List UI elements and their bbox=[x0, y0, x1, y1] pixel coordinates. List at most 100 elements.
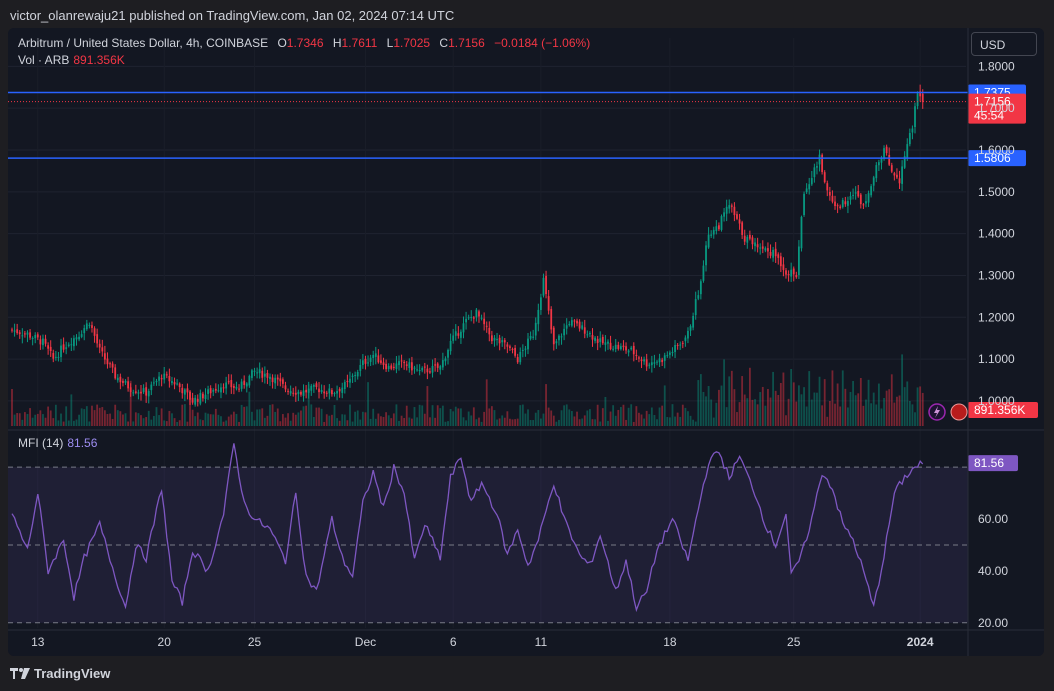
volume-bar bbox=[54, 404, 57, 426]
candle-body bbox=[480, 317, 483, 319]
volume-bar bbox=[457, 408, 460, 426]
candle-body bbox=[692, 315, 695, 328]
volume-bar bbox=[552, 415, 555, 426]
axis-labels: 1.8000 1.7000 1.6000 1.5000 1.4000 1.3000 1.20… bbox=[31, 59, 1015, 649]
volume-bar bbox=[78, 414, 80, 426]
candle-body bbox=[772, 249, 774, 258]
volume-bars bbox=[11, 354, 924, 426]
candle-body bbox=[191, 397, 194, 403]
mfi-legend: MFI (14) 81.56 bbox=[18, 436, 97, 450]
candle-body bbox=[248, 375, 251, 386]
volume-bar bbox=[527, 409, 529, 426]
low-value: 1.7025 bbox=[393, 36, 431, 50]
volume-bar bbox=[209, 414, 212, 426]
candle-body bbox=[429, 371, 431, 373]
volume-bar bbox=[122, 414, 124, 426]
candle-body bbox=[305, 389, 308, 393]
high-value: 1.7611 bbox=[341, 36, 378, 50]
candle-body bbox=[465, 318, 467, 323]
volume-legend-label: Vol · ARB bbox=[18, 53, 70, 67]
candle-body bbox=[733, 206, 736, 216]
candle-body bbox=[831, 195, 834, 202]
candle-body bbox=[155, 380, 158, 383]
volume-bar bbox=[612, 405, 615, 426]
volume-bar bbox=[689, 415, 692, 426]
candle-body bbox=[725, 206, 728, 214]
candle-body bbox=[343, 382, 346, 390]
candle-body bbox=[300, 391, 302, 395]
volume-bar bbox=[119, 411, 122, 426]
candle-body bbox=[369, 357, 372, 362]
candle-body bbox=[220, 387, 222, 393]
volume-bar bbox=[847, 407, 849, 426]
volume-bar bbox=[256, 409, 258, 426]
low-label: L bbox=[386, 36, 394, 50]
candle-body bbox=[439, 366, 442, 370]
tradingview-brand[interactable]: TradingView bbox=[10, 666, 110, 681]
volume-bar bbox=[640, 414, 643, 426]
volume-bar bbox=[625, 419, 627, 426]
volume-bar bbox=[537, 410, 540, 426]
volume-bar bbox=[875, 404, 878, 426]
candle-body bbox=[214, 388, 217, 391]
volume-bar bbox=[896, 396, 898, 426]
volume-bar bbox=[212, 414, 215, 426]
candle-body bbox=[906, 144, 909, 158]
candle-body bbox=[687, 330, 689, 339]
candle-body bbox=[403, 361, 406, 364]
open-value: 1.7346 bbox=[286, 36, 324, 50]
candle-body bbox=[85, 323, 88, 330]
volume-bar bbox=[514, 419, 516, 426]
candle-body bbox=[235, 386, 238, 389]
volume-bar bbox=[635, 406, 638, 426]
candle-body bbox=[607, 341, 609, 344]
volume-bar bbox=[509, 418, 511, 426]
volume-bar bbox=[601, 408, 604, 426]
candle-body bbox=[578, 321, 581, 329]
volume-bar bbox=[207, 413, 209, 426]
currency-button[interactable]: USD bbox=[971, 32, 1037, 56]
candle-body bbox=[694, 299, 697, 316]
candle-body bbox=[619, 346, 622, 350]
candle-body bbox=[601, 336, 604, 344]
candle-body bbox=[385, 363, 387, 370]
tradingview-brand-text: TradingView bbox=[34, 666, 111, 681]
candle-body bbox=[761, 246, 764, 249]
candle-body bbox=[663, 355, 666, 361]
volume-bar bbox=[741, 376, 744, 426]
volume-bar bbox=[834, 403, 836, 426]
volume-bar bbox=[147, 410, 150, 426]
volume-bar bbox=[263, 417, 266, 426]
volume-bar bbox=[449, 409, 452, 426]
time-tick-label: 25 bbox=[787, 635, 801, 649]
volume-bar bbox=[653, 415, 656, 426]
candle-body bbox=[232, 386, 235, 388]
volume-bar bbox=[220, 416, 222, 426]
candle-body bbox=[609, 342, 612, 350]
candle-body bbox=[444, 358, 447, 362]
candle-body bbox=[767, 248, 769, 252]
volume-bar bbox=[645, 410, 648, 426]
volume-bar bbox=[367, 382, 369, 426]
volume-bar bbox=[560, 410, 563, 426]
volume-bar bbox=[431, 405, 434, 426]
candle-body bbox=[903, 156, 906, 168]
volume-bar bbox=[705, 396, 707, 426]
volume-bar bbox=[116, 410, 119, 426]
volume-bar bbox=[490, 406, 493, 426]
candle-body bbox=[872, 177, 875, 186]
volume-bar bbox=[841, 370, 844, 426]
volume-bar bbox=[798, 385, 800, 426]
candle-body bbox=[359, 365, 362, 371]
volume-bar bbox=[124, 413, 127, 426]
candle-body bbox=[552, 327, 555, 345]
volume-bar bbox=[849, 391, 852, 426]
candle-body bbox=[511, 348, 514, 350]
candle-body bbox=[323, 391, 326, 394]
chart-frame[interactable]: 1.7375 1.5806 1.7156 45:54 891.356K 81.56 1.… bbox=[8, 28, 1044, 656]
candle-body bbox=[883, 148, 885, 158]
candle-body bbox=[568, 324, 571, 326]
candle-body bbox=[485, 325, 488, 327]
